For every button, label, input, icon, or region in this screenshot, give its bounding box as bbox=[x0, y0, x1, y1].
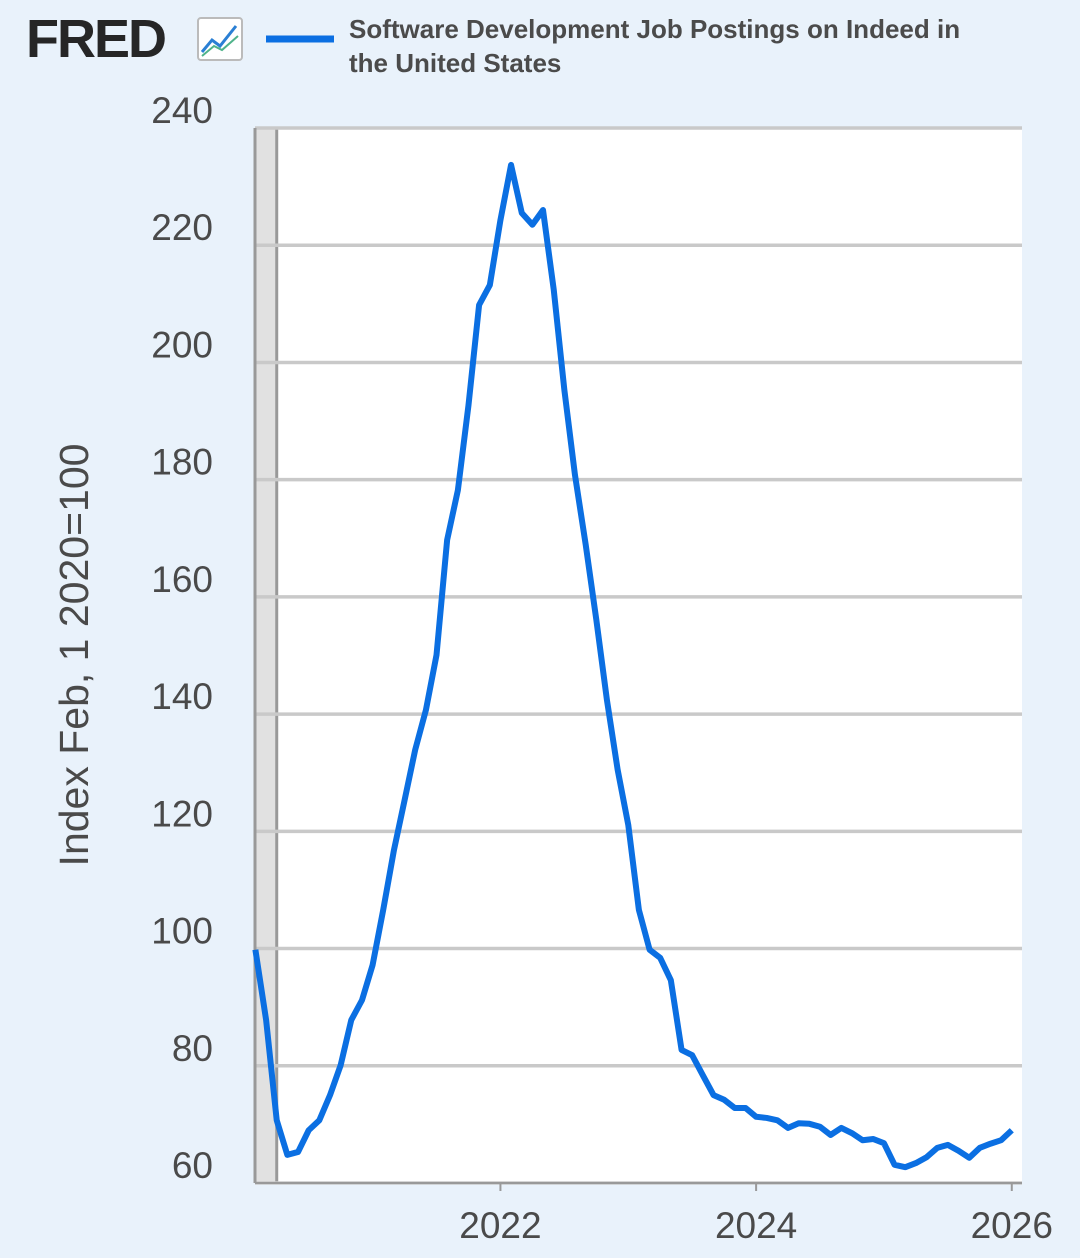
x-tick-label: 2026 bbox=[971, 1205, 1053, 1246]
y-tick-label: 120 bbox=[151, 793, 213, 834]
legend-label: Software Development Job Postings on Ind… bbox=[349, 14, 961, 78]
logo: FRED bbox=[26, 9, 167, 69]
x-tick-label: 2022 bbox=[459, 1205, 541, 1246]
y-tick-label: 140 bbox=[151, 676, 213, 717]
y-tick-label: 240 bbox=[151, 90, 213, 131]
series-line bbox=[252, 161, 1014, 1171]
y-tick-label: 220 bbox=[151, 207, 213, 248]
y-tick-label: 160 bbox=[151, 559, 213, 600]
y-tick-label: 60 bbox=[172, 1145, 213, 1186]
x-tick-label: 2024 bbox=[715, 1205, 797, 1246]
y-axis-title: Index Feb, 1 2020=100 bbox=[51, 444, 97, 867]
y-tick-label: 100 bbox=[151, 911, 213, 952]
logo-icon bbox=[197, 17, 243, 61]
recession-shading bbox=[255, 128, 277, 1183]
y-tick-label: 180 bbox=[151, 442, 213, 483]
y-tick-label: 80 bbox=[172, 1028, 213, 1069]
plot-area bbox=[255, 128, 1022, 1183]
y-tick-label: 200 bbox=[151, 324, 213, 365]
